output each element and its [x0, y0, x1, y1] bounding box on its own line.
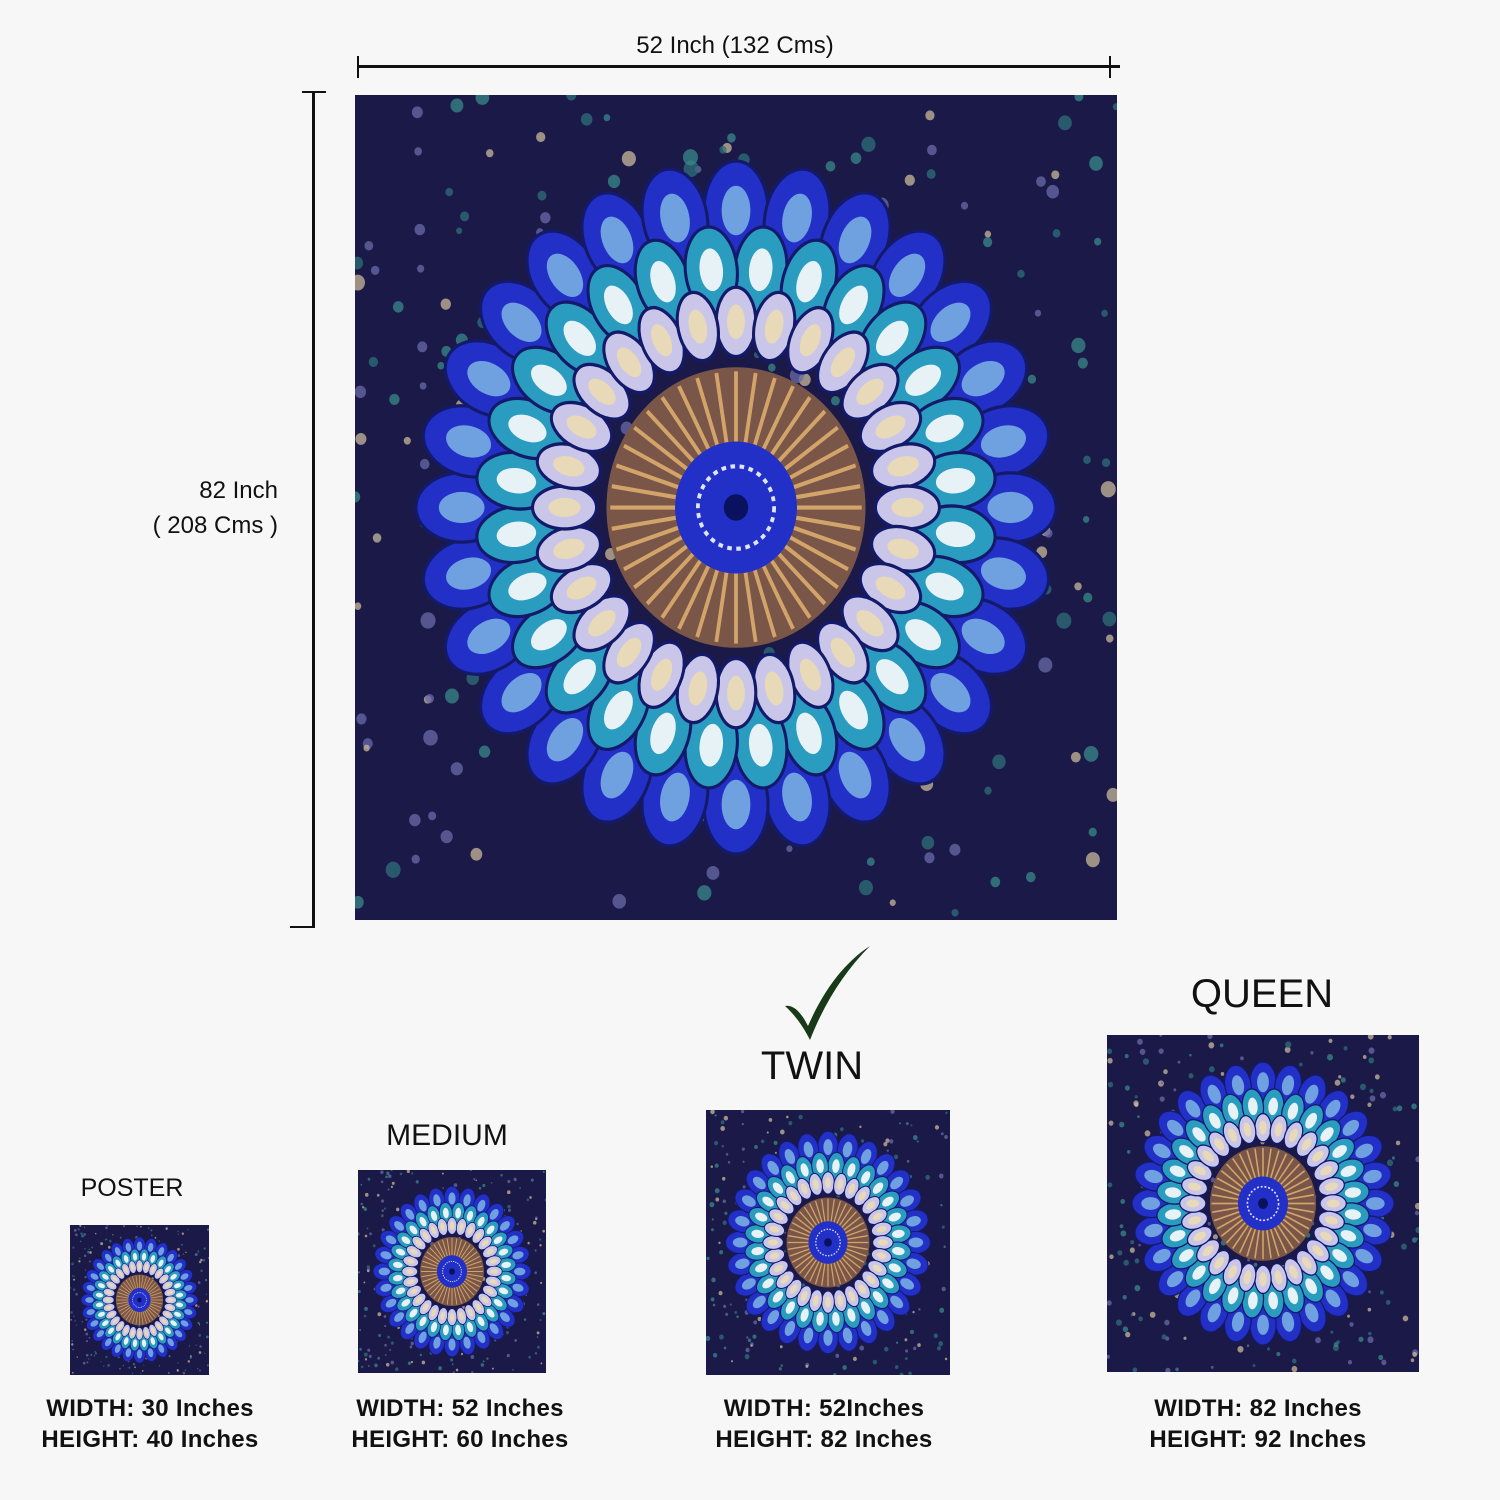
mandala-pattern — [355, 95, 1117, 920]
mandala-core-rays — [1211, 1147, 1315, 1260]
poster-height: HEIGHT: 40 Inches — [41, 1426, 259, 1453]
mandala-ring — [531, 285, 941, 730]
checkmark-icon — [785, 946, 870, 1040]
twin-tapestry-image — [706, 1110, 950, 1375]
twin-dimensions: WIDTH: 52Inches HEIGHT: 82 Inches — [674, 1393, 974, 1455]
mandala-ring — [1179, 1112, 1347, 1295]
poster-width: WIDTH: 30 Inches — [46, 1395, 254, 1422]
size-name-queen: QUEEN — [1190, 972, 1334, 1016]
width-dimension-tick-right — [1109, 56, 1111, 78]
mandala-pattern — [1107, 1035, 1419, 1372]
twin-width: WIDTH: 52Inches — [723, 1395, 925, 1422]
size-name-twin: TWIN — [760, 1044, 864, 1088]
mandala-pattern — [706, 1110, 950, 1375]
mandala-ring — [401, 1216, 503, 1327]
width-dimension-label: 52 Inch (132 Cms) — [636, 32, 834, 59]
size-name-poster: POSTER — [80, 1174, 184, 1202]
poster-dimensions: WIDTH: 30 Inches HEIGHT: 40 Inches — [0, 1393, 300, 1455]
twin-height: HEIGHT: 82 Inches — [715, 1426, 933, 1453]
mandala-ring — [102, 1259, 177, 1341]
poster-tapestry-image — [70, 1225, 209, 1375]
height-dimension-tick-top — [302, 91, 326, 93]
mandala-ring — [91, 1248, 188, 1352]
mandala-core-rays — [116, 1275, 163, 1325]
mandala-ring — [475, 225, 997, 790]
medium-height: HEIGHT: 60 Inches — [351, 1426, 569, 1453]
queen-width: WIDTH: 82 Inches — [1154, 1395, 1362, 1422]
size-name-medium: MEDIUM — [386, 1119, 508, 1152]
mandala-ring — [387, 1202, 517, 1341]
height-dimension-tick-bottom — [290, 926, 314, 928]
width-dimension-tick-left — [357, 56, 359, 78]
mandala-pattern — [358, 1170, 546, 1373]
mandala-core-rays — [610, 371, 862, 644]
mandala-ring — [372, 1185, 532, 1358]
mandala-ring — [1156, 1088, 1370, 1319]
main-tapestry-image — [355, 95, 1117, 920]
medium-width: WIDTH: 52 Inches — [356, 1395, 564, 1422]
queen-dimensions: WIDTH: 82 Inches HEIGHT: 92 Inches — [1108, 1393, 1408, 1455]
height-dimension-label: 82 Inch — [199, 477, 278, 504]
queen-tapestry-image — [1107, 1035, 1419, 1372]
mandala-pattern — [70, 1225, 209, 1375]
height-dimension-line — [312, 92, 315, 928]
mandala-ring — [762, 1171, 894, 1314]
medium-tapestry-image — [358, 1170, 546, 1373]
mandala-core-rays — [420, 1238, 484, 1305]
width-dimension-line — [358, 65, 1120, 68]
medium-dimensions: WIDTH: 52 Inches HEIGHT: 60 Inches — [310, 1393, 610, 1455]
mandala-core-rays — [787, 1198, 869, 1287]
height-dimension-label-cms: ( 208 Cms ) — [152, 512, 278, 539]
mandala-ring — [744, 1151, 912, 1334]
queen-height: HEIGHT: 92 Inches — [1149, 1426, 1367, 1453]
